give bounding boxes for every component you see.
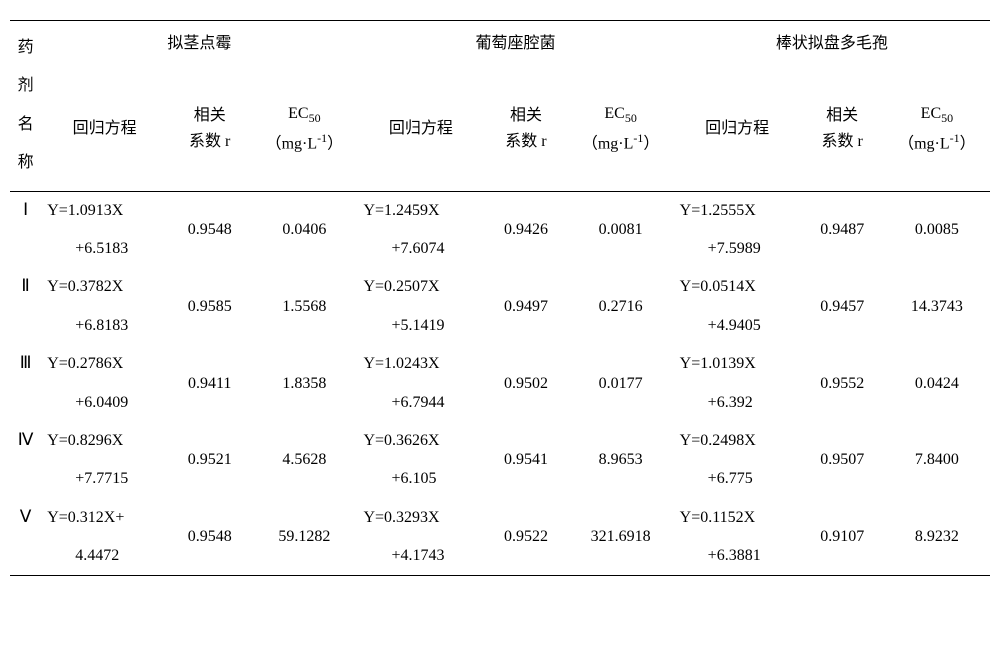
header-ec-2-u1: （mg·L: [582, 135, 634, 152]
r-cell: 0.9585: [168, 268, 251, 345]
ec50-cell: 1.5568: [251, 268, 357, 345]
header-ec-1-sub: 50: [309, 111, 321, 125]
r-cell: 0.9426: [484, 191, 567, 268]
r-cell: 0.9502: [484, 345, 567, 422]
ec50-cell: 0.0424: [884, 345, 990, 422]
ec50-cell: 4.5628: [251, 422, 357, 499]
ec50-cell: 7.8400: [884, 422, 990, 499]
r-cell: 0.9548: [168, 499, 251, 576]
header-agent-text: 药剂名称: [18, 39, 34, 171]
agent-cell: Ⅲ: [10, 345, 41, 422]
table-body: ⅠY=1.0913X+6.51830.95480.0406Y=1.2459X+7…: [10, 191, 990, 576]
ec50-cell: 0.0406: [251, 191, 357, 268]
ec50-table: 药剂名称 拟茎点霉 葡萄座腔菌 棒状拟盘多毛孢 回归方程 相关 系数 r EC5…: [10, 20, 990, 576]
equation-cell: Y=1.0243X+6.7944: [357, 345, 484, 422]
header-r-3-l2: 系数 r: [822, 133, 863, 150]
equation-cell: Y=1.2555X+7.5989: [674, 191, 801, 268]
equation-cell: Y=0.8296X+7.7715: [41, 422, 168, 499]
header-ec-3-label: EC: [921, 105, 941, 122]
header-agent: 药剂名称: [10, 21, 41, 192]
r-cell: 0.9548: [168, 191, 251, 268]
ec50-cell: 0.2716: [568, 268, 674, 345]
equation-cell: Y=0.3782X+6.8183: [41, 268, 168, 345]
header-ec-3-u2: -1: [950, 131, 960, 145]
agent-cell: Ⅴ: [10, 499, 41, 576]
header-group-3: 棒状拟盘多毛孢: [674, 21, 990, 68]
header-ec-2-u3: ）: [643, 135, 659, 152]
header-ec-3-sub: 50: [941, 111, 953, 125]
header-r-1-l2: 系数 r: [189, 133, 230, 150]
header-eq-1: 回归方程: [41, 67, 168, 191]
agent-cell: Ⅱ: [10, 268, 41, 345]
ec50-cell: 8.9653: [568, 422, 674, 499]
header-r-3-l1: 相关: [826, 107, 858, 124]
ec50-cell: 321.6918: [568, 499, 674, 576]
r-cell: 0.9541: [484, 422, 567, 499]
equation-cell: Y=0.0514X+4.9405: [674, 268, 801, 345]
equation-cell: Y=0.2498X+6.775: [674, 422, 801, 499]
table-row: ⅡY=0.3782X+6.81830.95851.5568Y=0.2507X+5…: [10, 268, 990, 345]
header-ec-1: EC50 （mg·L-1）: [251, 67, 357, 191]
agent-cell: Ⅳ: [10, 422, 41, 499]
table-row: ⅢY=0.2786X+6.04090.94111.8358Y=1.0243X+6…: [10, 345, 990, 422]
r-cell: 0.9507: [801, 422, 884, 499]
ec50-cell: 0.0081: [568, 191, 674, 268]
header-group-2: 葡萄座腔菌: [357, 21, 673, 68]
ec50-cell: 1.8358: [251, 345, 357, 422]
equation-cell: Y=1.2459X+7.6074: [357, 191, 484, 268]
ec50-cell: 8.9232: [884, 499, 990, 576]
equation-cell: Y=1.0139X+6.392: [674, 345, 801, 422]
table-row: ⅤY=0.312X+4.44720.954859.1282Y=0.3293X+4…: [10, 499, 990, 576]
header-ec-2-u2: -1: [633, 131, 643, 145]
header-ec-1-u2: -1: [317, 131, 327, 145]
ec50-cell: 14.3743: [884, 268, 990, 345]
header-r-2-l1: 相关: [510, 107, 542, 124]
header-r-2: 相关 系数 r: [484, 67, 567, 191]
header-ec-3-u3: ）: [960, 135, 976, 152]
header-eq-3: 回归方程: [674, 67, 801, 191]
r-cell: 0.9107: [801, 499, 884, 576]
equation-cell: Y=1.0913X+6.5183: [41, 191, 168, 268]
header-ec-2-sub: 50: [625, 111, 637, 125]
header-ec-1-u1: （mg·L: [266, 135, 318, 152]
header-ec-1-u3: ）: [327, 135, 343, 152]
table-row: ⅣY=0.8296X+7.77150.95214.5628Y=0.3626X+6…: [10, 422, 990, 499]
r-cell: 0.9497: [484, 268, 567, 345]
r-cell: 0.9411: [168, 345, 251, 422]
header-r-2-l2: 系数 r: [505, 133, 546, 150]
table-row: ⅠY=1.0913X+6.51830.95480.0406Y=1.2459X+7…: [10, 191, 990, 268]
equation-cell: Y=0.3626X+6.105: [357, 422, 484, 499]
header-ec-3: EC50 （mg·L-1）: [884, 67, 990, 191]
header-ec-3-u1: （mg·L: [898, 135, 950, 152]
ec50-cell: 59.1282: [251, 499, 357, 576]
header-group-1: 拟茎点霉: [41, 21, 357, 68]
r-cell: 0.9457: [801, 268, 884, 345]
header-r-3: 相关 系数 r: [801, 67, 884, 191]
equation-cell: Y=0.3293X+4.1743: [357, 499, 484, 576]
ec50-cell: 0.0177: [568, 345, 674, 422]
ec50-cell: 0.0085: [884, 191, 990, 268]
header-eq-2: 回归方程: [357, 67, 484, 191]
r-cell: 0.9522: [484, 499, 567, 576]
equation-cell: Y=0.312X+4.4472: [41, 499, 168, 576]
equation-cell: Y=0.2507X+5.1419: [357, 268, 484, 345]
r-cell: 0.9521: [168, 422, 251, 499]
header-ec-2-label: EC: [604, 105, 624, 122]
r-cell: 0.9487: [801, 191, 884, 268]
header-r-1-l1: 相关: [194, 107, 226, 124]
header-ec-2: EC50 （mg·L-1）: [568, 67, 674, 191]
header-r-1: 相关 系数 r: [168, 67, 251, 191]
header-ec-1-label: EC: [288, 105, 308, 122]
r-cell: 0.9552: [801, 345, 884, 422]
equation-cell: Y=0.2786X+6.0409: [41, 345, 168, 422]
agent-cell: Ⅰ: [10, 191, 41, 268]
equation-cell: Y=0.1152X+6.3881: [674, 499, 801, 576]
